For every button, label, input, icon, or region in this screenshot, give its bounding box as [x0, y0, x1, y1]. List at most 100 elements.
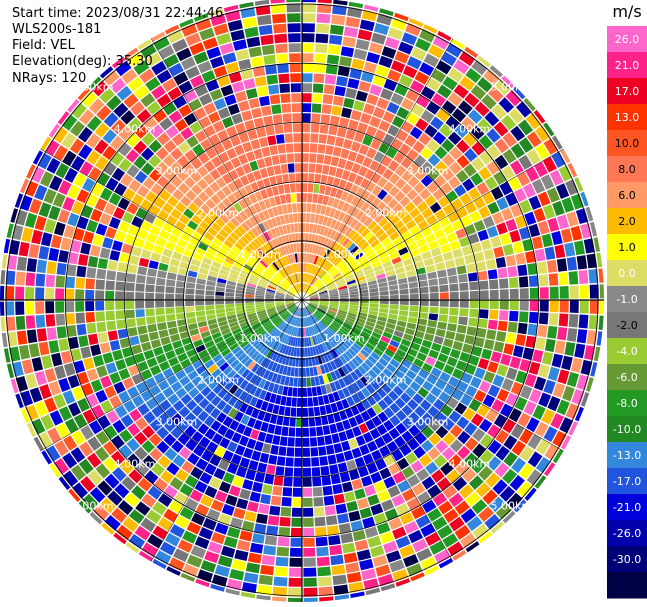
- velocity-gate: [257, 431, 267, 442]
- velocity-gate: [88, 98, 105, 114]
- velocity-gate: [418, 244, 430, 254]
- velocity-gate: [526, 417, 540, 433]
- velocity-gate: [401, 466, 415, 479]
- velocity-gate: [67, 374, 80, 389]
- velocity-gate: [414, 375, 426, 386]
- velocity-gate: [373, 264, 383, 272]
- velocity-gate: [510, 424, 525, 439]
- velocity-gate: [325, 515, 338, 526]
- velocity-gate: [275, 303, 285, 307]
- velocity-gate: [248, 315, 258, 321]
- velocity-gate: [354, 235, 364, 245]
- velocity-gate: [166, 314, 176, 322]
- velocity-gate: [67, 99, 80, 113]
- velocity-gate: [330, 402, 339, 413]
- velocity-gate: [519, 463, 534, 480]
- velocity-gate: [320, 354, 326, 364]
- velocity-gate: [326, 362, 334, 372]
- velocity-gate: [218, 273, 228, 280]
- velocity-gate: [424, 124, 438, 138]
- velocity-gate: [218, 513, 232, 526]
- velocity-gate: [285, 298, 294, 300]
- velocity-gate: [238, 132, 250, 144]
- velocity-gate: [389, 559, 405, 573]
- velocity-gate: [198, 436, 211, 449]
- velocity-gate: [449, 300, 459, 308]
- velocity-gate: [314, 356, 320, 366]
- velocity-gate: [445, 259, 456, 269]
- velocity-gate: [225, 307, 235, 312]
- velocity-gate: [596, 252, 603, 268]
- velocity-gate: [356, 317, 366, 324]
- velocity-gate: [474, 367, 486, 380]
- velocity-gate: [420, 556, 437, 571]
- velocity-gate: [281, 344, 288, 354]
- velocity-gate: [208, 134, 221, 146]
- velocity-gate: [304, 317, 307, 327]
- velocity-gate: [404, 134, 417, 148]
- velocity-gate: [345, 350, 354, 360]
- velocity-gate: [128, 509, 145, 524]
- velocity-gate: [307, 288, 315, 295]
- velocity-gate: [330, 360, 337, 370]
- velocity-gate: [382, 111, 395, 124]
- velocity-gate: [309, 294, 318, 298]
- velocity-gate: [510, 125, 526, 142]
- velocity-gate: [552, 430, 567, 448]
- velocity-gate: [336, 357, 344, 367]
- velocity-gate: [197, 60, 212, 74]
- velocity-gate: [122, 188, 136, 201]
- velocity-gate: [303, 327, 306, 337]
- velocity-gate: [209, 454, 222, 467]
- velocity-gate: [574, 343, 586, 359]
- velocity-gate: [44, 218, 57, 234]
- velocity-gate: [164, 24, 180, 35]
- velocity-gate: [289, 567, 302, 577]
- velocity-gate: [318, 375, 325, 385]
- velocity-gate: [49, 175, 63, 191]
- velocity-gate: [396, 106, 410, 120]
- velocity-gate: [382, 193, 393, 205]
- velocity-gate: [346, 373, 355, 384]
- velocity-gate: [264, 474, 275, 485]
- velocity-gate: [465, 68, 482, 83]
- velocity-gate: [92, 80, 109, 97]
- velocity-gate: [190, 545, 206, 559]
- velocity-gate: [336, 76, 348, 87]
- velocity-gate: [578, 314, 589, 329]
- velocity-gate: [316, 154, 325, 164]
- velocity-gate: [57, 209, 70, 224]
- velocity-gate: [478, 318, 488, 329]
- velocity-gate: [295, 357, 299, 367]
- velocity-gate: [452, 248, 463, 259]
- velocity-gate: [134, 446, 148, 461]
- velocity-gate: [329, 290, 338, 294]
- velocity-gate: [244, 329, 254, 337]
- velocity-gate: [115, 291, 125, 300]
- velocity-gate: [455, 169, 469, 183]
- velocity-gate: [292, 264, 296, 273]
- velocity-gate: [292, 286, 298, 294]
- velocity-gate: [416, 468, 430, 482]
- velocity-gate: [401, 430, 414, 443]
- velocity-gate: [205, 309, 216, 316]
- velocity-gate: [332, 483, 343, 495]
- velocity-gate: [215, 233, 226, 243]
- velocity-gate: [241, 323, 251, 331]
- velocity-gate: [104, 473, 120, 489]
- velocity-gate: [534, 475, 547, 489]
- velocity-gate: [293, 274, 298, 283]
- velocity-gate: [185, 282, 196, 289]
- velocity-gate: [56, 326, 67, 339]
- velocity-gate: [375, 458, 387, 471]
- velocity-gate: [103, 161, 117, 176]
- velocity-gate: [194, 536, 210, 550]
- velocity-gate: [137, 477, 153, 492]
- velocity-gate: [519, 385, 533, 400]
- velocity-gate: [122, 211, 134, 224]
- velocity-gate: [356, 198, 366, 210]
- velocity-gate: [359, 306, 369, 311]
- velocity-gate: [147, 268, 158, 277]
- velocity-gate: [242, 17, 258, 29]
- velocity-gate: [311, 276, 317, 285]
